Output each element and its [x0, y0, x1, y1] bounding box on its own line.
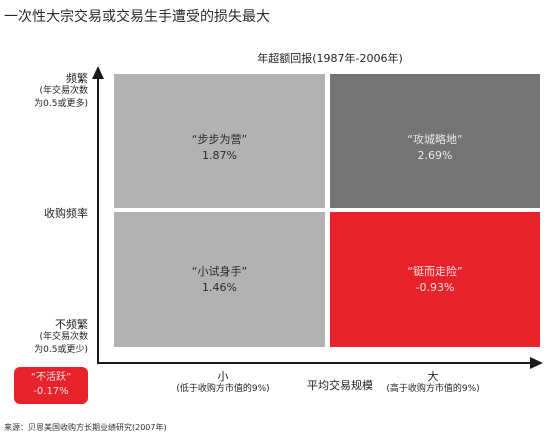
- quadrant-top-left: “步步为营” 1.87%: [114, 74, 325, 208]
- quadrant-value: 1.87%: [202, 149, 237, 162]
- y-label-main: 频繁: [66, 72, 88, 85]
- y-label-sub: 为0.5或更多): [34, 99, 88, 109]
- inactive-value: -0.17%: [33, 386, 69, 397]
- x-label-large: 大 (高于收购方市值的9%): [373, 370, 493, 396]
- x-axis-arrow-icon: [530, 357, 543, 369]
- quadrant-bottom-left: “小试身手” 1.46%: [114, 212, 325, 347]
- y-axis-line: [97, 78, 99, 363]
- y-label-middle: 收购频率: [44, 207, 88, 220]
- y-axis-title: 收购频率: [44, 207, 88, 220]
- x-label-main: 大: [427, 370, 439, 383]
- x-label-sub: (低于收购方市值的9%): [176, 384, 270, 394]
- y-label-main: 不频繁: [55, 318, 88, 331]
- quadrant-value: 2.69%: [417, 149, 453, 162]
- y-label-sub: (年交易次数: [39, 86, 88, 96]
- quadrant-name: “攻城略地”: [407, 133, 463, 146]
- quadrant-top-right: “攻城略地” 2.69%: [330, 74, 540, 208]
- matrix-header: 年超额回报(1987年-2006年): [257, 52, 403, 65]
- x-label-small: 小 (低于收购方市值的9%): [163, 370, 283, 396]
- x-axis-title: 平均交易规模: [307, 379, 373, 392]
- y-label-sub: 为0.5或更少): [34, 345, 88, 355]
- y-label-frequent: 频繁 (年交易次数 为0.5或更多): [34, 72, 88, 111]
- y-axis-arrow-icon: [92, 66, 104, 79]
- x-axis-line: [97, 362, 532, 364]
- x-label-main: 小: [217, 370, 229, 383]
- quadrant-name: “铤而走险”: [407, 265, 463, 278]
- source-note: 来源：贝恩美国收购方长期业绩研究(2007年): [4, 423, 167, 432]
- quadrant-value: -0.93%: [415, 281, 455, 294]
- inactive-box: “不活跃” -0.17%: [14, 367, 88, 404]
- y-label-sub: (年交易次数: [39, 332, 88, 342]
- x-label-sub: (高于收购方市值的9%): [386, 384, 480, 394]
- inactive-name: “不活跃”: [30, 372, 72, 383]
- quadrant-bottom-right: “铤而走险” -0.93%: [330, 212, 540, 347]
- diagram-title: 一次性大宗交易或交易生手遭受的损失最大: [4, 9, 270, 25]
- y-label-infrequent: 不频繁 (年交易次数 为0.5或更少): [34, 318, 88, 357]
- quadrant-name: “小试身手”: [191, 265, 248, 278]
- quadrant-name: “步步为营”: [191, 133, 248, 146]
- quadrant-value: 1.46%: [202, 281, 237, 294]
